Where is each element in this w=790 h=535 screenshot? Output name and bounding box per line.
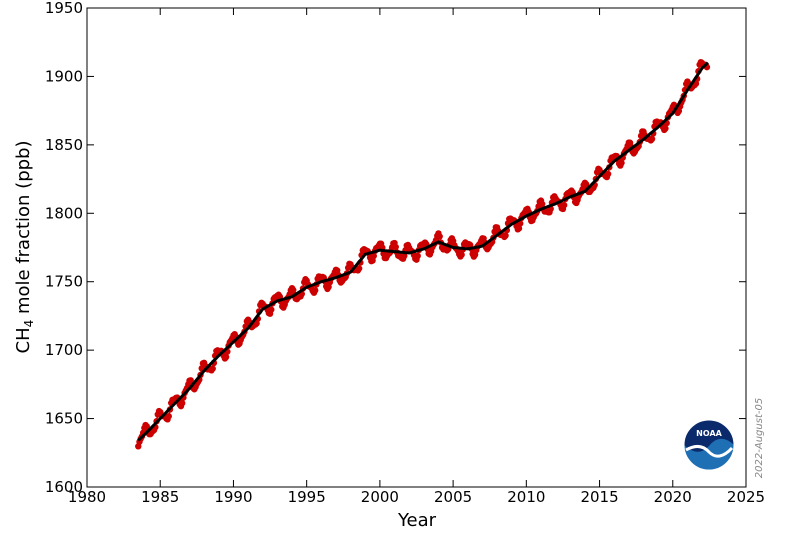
noaa-logo-text: NOAA: [696, 429, 722, 438]
monthly-data-point: [312, 287, 319, 294]
x-tick-label: 2000: [361, 488, 399, 506]
y-tick-label: 1900: [45, 67, 83, 85]
y-tick-label: 1950: [45, 0, 83, 17]
y-tick-label: 1700: [45, 341, 83, 359]
y-axis-title: CH4 mole fraction (ppb): [13, 140, 36, 353]
y-tick-labels: 1600 1650 1700 1750 1800 1850 1900 1950: [45, 0, 83, 496]
x-tick-label: 1980: [68, 488, 106, 506]
plot-frame: [86, 7, 747, 488]
x-tick-label: 1990: [214, 488, 252, 506]
y-tick-label: 1800: [45, 204, 83, 222]
y-axis-title-rest: mole fraction (ppb): [13, 140, 34, 319]
monthly-data-point: [290, 286, 297, 294]
x-tick-label: 2005: [434, 488, 472, 506]
axis-ticks: [86, 7, 747, 488]
x-axis-title: Year: [397, 510, 437, 531]
monthly-data-point: [392, 243, 399, 251]
x-tick-label: 1985: [141, 488, 179, 506]
x-tick-label: 2025: [727, 488, 765, 506]
x-tick-label: 2010: [507, 488, 545, 506]
x-tick-label: 2015: [580, 488, 618, 506]
y-tick-label: 1850: [45, 136, 83, 154]
date-stamp: 2022-August-05: [754, 398, 765, 478]
monthly-data-points: [135, 58, 711, 450]
monthly-data-point: [401, 252, 408, 260]
y-tick-label: 1750: [45, 273, 83, 291]
y-axis-title-subscript: 4: [22, 320, 36, 328]
y-tick-label: 1650: [45, 410, 83, 428]
monthly-data-point: [458, 251, 465, 258]
noaa-logo: NOAA: [683, 419, 735, 471]
monthly-data-point: [436, 233, 443, 240]
x-tick-label: 2020: [654, 488, 692, 506]
y-tick-label: 1600: [45, 478, 83, 496]
x-tick-label: 1995: [288, 488, 326, 506]
trend-line: [137, 61, 709, 442]
x-tick-labels: 1980 1985 1990 1995 2000 2005 2010 2015 2020 2025: [68, 488, 765, 506]
